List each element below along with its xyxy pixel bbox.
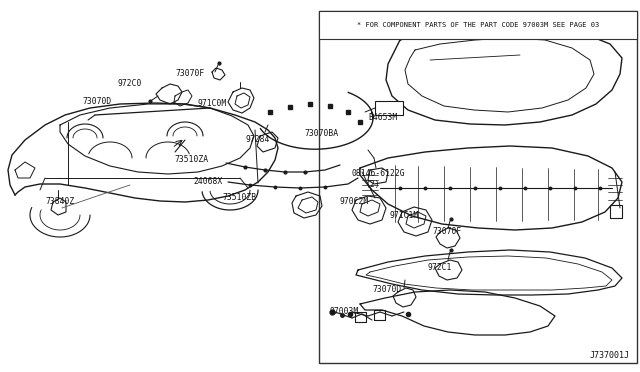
Text: 971C1M: 971C1M xyxy=(390,212,419,221)
Bar xyxy=(375,101,403,115)
Text: 97284: 97284 xyxy=(245,135,269,144)
Bar xyxy=(319,11,637,363)
Text: 73070F: 73070F xyxy=(432,228,461,237)
Text: 24068X: 24068X xyxy=(193,177,222,186)
Text: J737001J: J737001J xyxy=(590,351,630,360)
Text: 972C0: 972C0 xyxy=(118,80,142,89)
Text: 972C1: 972C1 xyxy=(428,263,452,273)
Bar xyxy=(319,11,637,39)
Text: 971C0M: 971C0M xyxy=(198,99,227,108)
Text: B4653M: B4653M xyxy=(368,113,397,122)
Text: 970C2M: 970C2M xyxy=(340,198,369,206)
Text: 73070D: 73070D xyxy=(82,97,111,106)
Text: 73070F: 73070F xyxy=(175,68,204,77)
Text: 97003M: 97003M xyxy=(330,308,359,317)
Text: 73070BA: 73070BA xyxy=(304,129,338,138)
Text: 73070D: 73070D xyxy=(372,285,401,295)
Text: 73510ZA: 73510ZA xyxy=(174,155,208,164)
Text: (2): (2) xyxy=(365,180,380,189)
Text: 73510ZB: 73510ZB xyxy=(222,193,256,202)
Text: 08146-6122G: 08146-6122G xyxy=(352,169,406,177)
Text: * FOR COMPONENT PARTS OF THE PART CODE 97003M SEE PAGE 03: * FOR COMPONENT PARTS OF THE PART CODE 9… xyxy=(356,22,599,28)
Text: 73840Z: 73840Z xyxy=(45,198,74,206)
